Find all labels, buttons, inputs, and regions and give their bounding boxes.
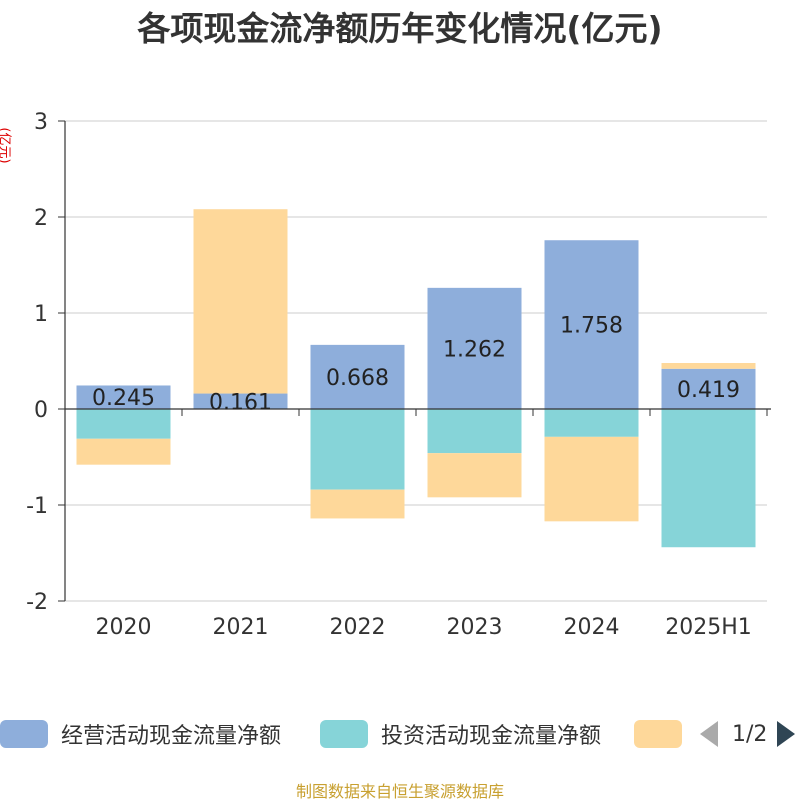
- x-tick-label: 2020: [96, 615, 152, 640]
- bar-financing: [310, 489, 405, 519]
- x-tick-label: 2024: [564, 615, 620, 640]
- data-label: 0.419: [677, 378, 740, 403]
- x-tick-label: 2022: [330, 615, 386, 640]
- legend-page-indicator: 1/2: [732, 721, 768, 747]
- bar-operating: [76, 385, 171, 409]
- y-tick-label: 1: [34, 302, 48, 327]
- x-tick-label: 2025H1: [665, 615, 752, 640]
- y-tick-label: 3: [34, 110, 48, 135]
- bar-financing: [193, 209, 288, 394]
- chart-title: 各项现金流净额历年变化情况(亿元): [137, 9, 663, 48]
- legend-pager: 1/2: [700, 716, 796, 752]
- grid-layer: [65, 120, 767, 602]
- data-label: 1.758: [560, 314, 623, 339]
- legend-label-operating: 经营活动现金流量净额: [61, 724, 282, 749]
- bar-layer: [76, 209, 756, 548]
- legend-swatch-operating: [0, 720, 48, 748]
- x-tick-label: 2023: [447, 615, 503, 640]
- bar-financing: [76, 438, 171, 465]
- stacked-bar-chart: 3 2 1 0 -1 -2 2020 2021 2022 2023 2024 2025H1 0.245…: [26, 110, 771, 640]
- y-tick-label: -1: [26, 494, 48, 519]
- bar-investing: [661, 409, 756, 548]
- legend-label-investing: 投资活动现金流量净额: [381, 724, 602, 749]
- legend-item-operating[interactable]: 经营活动现金流量净额: [0, 716, 281, 752]
- data-label: 0.245: [92, 386, 155, 411]
- data-label: 0.668: [326, 366, 389, 391]
- legend-item-investing[interactable]: 投资活动现金流量净额: [320, 716, 601, 752]
- label-layer: 0.245 0.161 0.668 1.262 1.758 0.419: [92, 314, 740, 416]
- bar-investing: [76, 409, 171, 439]
- bar-operating: [310, 344, 405, 409]
- bar-investing: [544, 409, 639, 437]
- bar-financing: [661, 363, 756, 369]
- axis-layer: 3 2 1 0 -1 -2 2020 2021 2022 2023 2024 2025H1: [26, 110, 771, 640]
- legend-item-financing[interactable]: [634, 716, 682, 752]
- data-label: 1.262: [443, 337, 506, 362]
- y-tick-label: -2: [26, 590, 48, 615]
- bar-investing: [310, 409, 405, 490]
- bar-operating: [193, 393, 288, 409]
- bar-investing: [427, 409, 522, 454]
- data-label: 0.161: [209, 390, 272, 415]
- bar-operating: [661, 368, 756, 409]
- legend-swatch-investing: [320, 720, 368, 748]
- y-tick-label: 2: [34, 206, 48, 231]
- legend: 经营活动现金流量净额 投资活动现金流量净额 1/2: [0, 716, 800, 752]
- bar-operating: [544, 240, 639, 409]
- source-footer: 制图数据来自恒生聚源数据库: [295, 782, 504, 801]
- bar-operating: [427, 287, 522, 409]
- legend-swatch-financing: [634, 720, 682, 748]
- x-tick-label: 2021: [213, 615, 269, 640]
- y-tick-label: 0: [34, 398, 48, 423]
- triangle-right-icon[interactable]: [777, 721, 796, 747]
- bar-financing: [427, 453, 522, 498]
- bar-financing: [544, 436, 639, 522]
- triangle-left-icon[interactable]: [700, 721, 718, 747]
